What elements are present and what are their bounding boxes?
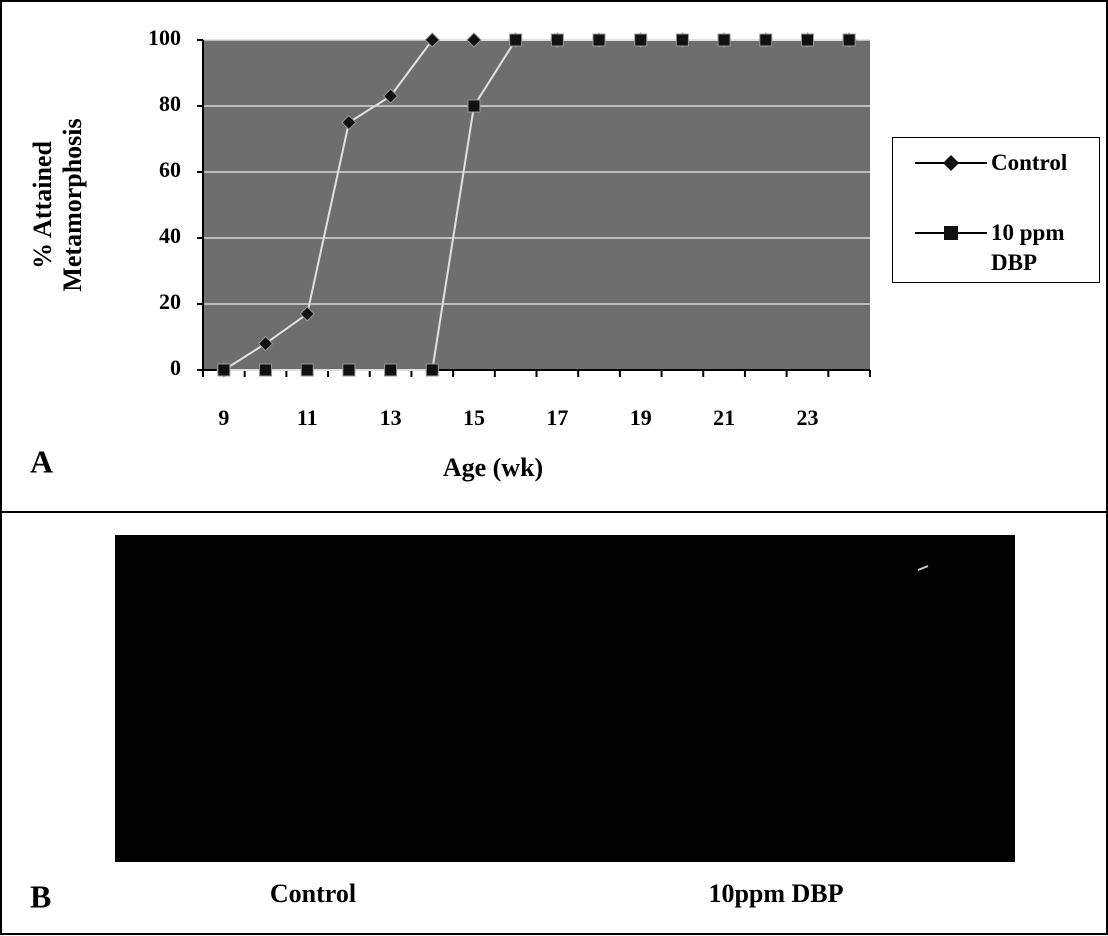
y-tick-label: 100 xyxy=(148,25,181,50)
y-tick-label: 80 xyxy=(159,91,181,116)
x-tick-label: 9 xyxy=(218,405,229,430)
legend-label: Control xyxy=(991,150,1068,175)
legend: Control 10 ppm DBP xyxy=(892,137,1100,283)
x-tick-label: 23 xyxy=(796,405,818,430)
legend-label: 10 ppm DBP xyxy=(991,220,1065,275)
marker xyxy=(466,32,482,48)
legend-swatch xyxy=(915,155,987,171)
marker xyxy=(759,33,773,47)
series-line xyxy=(223,39,850,371)
marker xyxy=(342,363,356,377)
photo-speck xyxy=(917,565,929,571)
x-tick-label: 21 xyxy=(713,405,735,430)
marker xyxy=(592,33,606,47)
x-tick-label: 13 xyxy=(380,405,402,430)
x-tick-label: 15 xyxy=(463,405,485,430)
marker xyxy=(300,363,314,377)
marker xyxy=(299,306,315,322)
marker xyxy=(257,335,274,352)
plot-area xyxy=(203,40,870,370)
x-tick-label: 17 xyxy=(546,405,568,430)
y-tick-label: 0 xyxy=(170,355,181,380)
panel-label: B xyxy=(30,878,51,914)
marker xyxy=(384,363,398,377)
marker xyxy=(509,33,523,47)
marker xyxy=(382,88,399,104)
marker xyxy=(800,33,814,47)
legend-marker xyxy=(943,155,959,171)
marker xyxy=(259,363,273,377)
photo xyxy=(115,535,1015,862)
x-tick-label: 11 xyxy=(297,405,318,430)
y-tick-label: 20 xyxy=(159,289,181,314)
marker xyxy=(550,33,564,47)
y-tick-label: 60 xyxy=(159,157,181,182)
marker xyxy=(675,33,689,47)
legend-item: 10 ppm DBP xyxy=(901,218,1081,278)
marker xyxy=(634,33,648,47)
y-tick-label: 40 xyxy=(159,223,181,248)
marker xyxy=(717,33,731,47)
marker xyxy=(842,33,856,47)
y-axis-title: % Attained Metamorphosis xyxy=(28,118,87,292)
legend-marker xyxy=(944,226,958,240)
marker xyxy=(341,114,357,131)
marker xyxy=(424,32,440,48)
marker xyxy=(425,363,439,377)
legend-item: Control xyxy=(901,148,1081,178)
x-tick-label: 19 xyxy=(630,405,652,430)
caption: 10ppm DBP xyxy=(708,879,843,908)
panel-label: A xyxy=(30,443,53,479)
marker xyxy=(467,99,481,113)
marker xyxy=(217,363,231,377)
caption: Control xyxy=(270,879,356,908)
legend-swatch xyxy=(915,226,987,240)
x-axis-title: Age (wk) xyxy=(443,453,543,482)
